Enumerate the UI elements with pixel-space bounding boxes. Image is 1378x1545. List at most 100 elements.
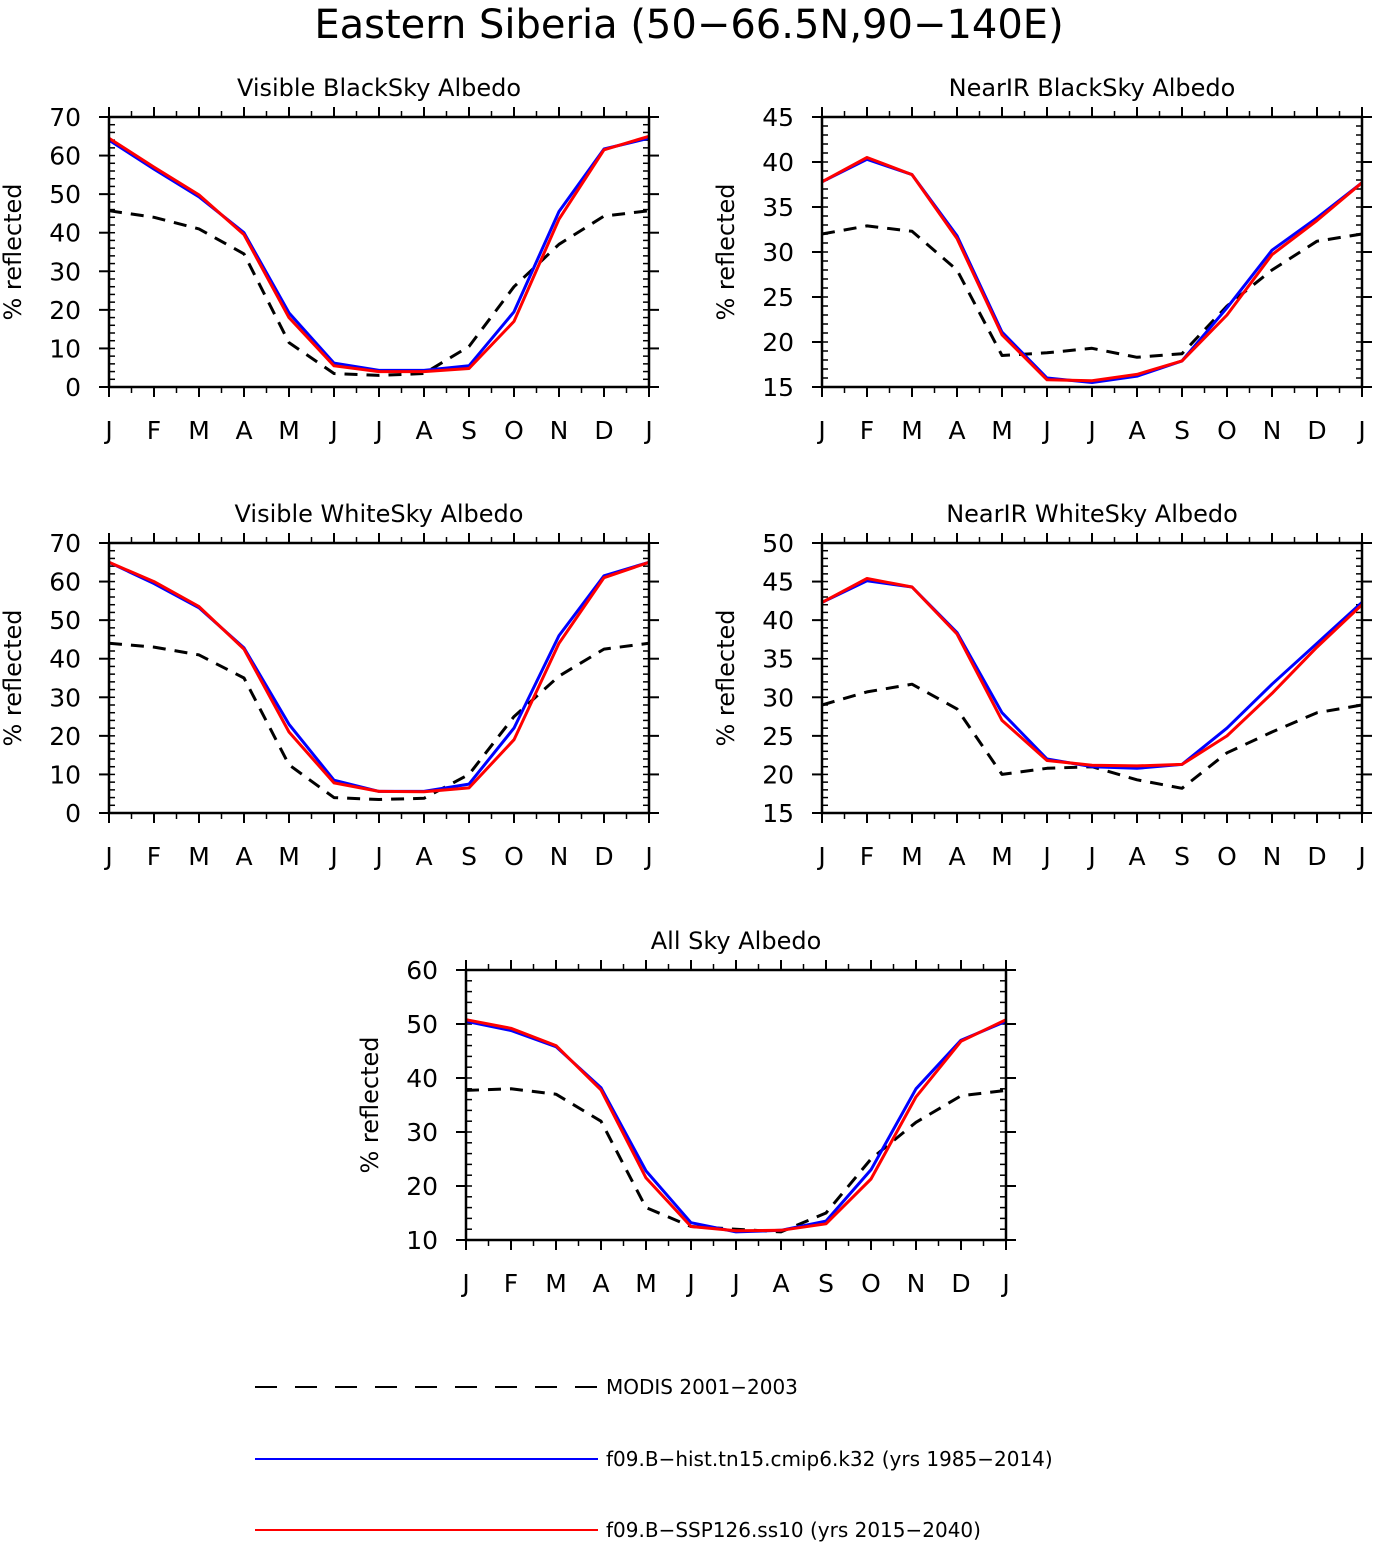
x-tick-label: D <box>951 1269 970 1298</box>
x-tick-label: J <box>685 1269 694 1298</box>
plot-frame <box>820 115 1364 389</box>
x-tick-label: J <box>103 842 112 871</box>
y-tick-label: 0 <box>65 799 81 828</box>
y-tick-label: 20 <box>49 722 81 751</box>
plot-frame <box>107 115 651 389</box>
y-tick-label: 45 <box>762 568 794 597</box>
y-tick-label: 10 <box>49 760 81 789</box>
x-tick-label: A <box>1128 842 1145 871</box>
x-tick-label: J <box>1000 1269 1009 1298</box>
x-tick-label: N <box>1263 416 1282 445</box>
x-tick-label: A <box>235 416 252 445</box>
y-tick-label: 50 <box>762 529 794 558</box>
x-tick-label: A <box>415 416 432 445</box>
y-tick-label: 40 <box>762 606 794 635</box>
x-tick-label: J <box>1086 842 1095 871</box>
y-tick-label: 50 <box>49 180 81 209</box>
x-tick-label: A <box>1128 416 1145 445</box>
y-tick-label: 40 <box>49 219 81 248</box>
series-line-hist <box>821 579 1364 770</box>
y-tick-label: 50 <box>49 606 81 635</box>
y-tick-label: 50 <box>406 1010 438 1039</box>
y-tick-label: 20 <box>49 296 81 325</box>
x-tick-label: S <box>461 416 477 445</box>
x-tick-label: M <box>278 416 300 445</box>
y-tick-label: 70 <box>49 103 81 132</box>
y-axis-label: % reflected <box>0 609 27 746</box>
x-tick-label: O <box>1217 842 1237 871</box>
series-line-modis <box>465 1087 1007 1234</box>
x-tick-label: J <box>1041 842 1050 871</box>
chart-panel: NearIR BlackSky Albedo % reflected 15 20 25 3… <box>712 74 1372 445</box>
legend-label-hist: f09.B−hist.tn15.cmip6.k32 (yrs 1985−2014… <box>606 1447 1053 1471</box>
x-tick-label: A <box>948 416 965 445</box>
chart-panel: NearIR WhiteSky Albedo % reflected 15 20 25 3… <box>712 500 1372 871</box>
legend-label-modis: MODIS 2001−2003 <box>606 1375 798 1399</box>
x-tick-label: M <box>901 842 923 871</box>
y-tick-label: 30 <box>49 257 81 286</box>
series-line-modis <box>108 209 650 377</box>
panel-title: NearIR BlackSky Albedo <box>949 74 1236 102</box>
y-tick-label: 40 <box>406 1064 438 1093</box>
x-tick-label: F <box>860 416 874 445</box>
y-tick-label: 35 <box>762 193 794 222</box>
x-tick-label: A <box>948 842 965 871</box>
legend: MODIS 2001−2003 f09.B−hist.tn15.cmip6.k3… <box>255 1375 1053 1542</box>
x-tick-label: M <box>545 1269 567 1298</box>
x-tick-label: J <box>460 1269 469 1298</box>
y-tick-label: 40 <box>49 645 81 674</box>
x-tick-label: D <box>594 842 613 871</box>
series-line-modis <box>821 224 1363 359</box>
x-tick-label: J <box>328 842 337 871</box>
plot-frame <box>107 541 651 815</box>
plot-frame <box>464 968 1008 1242</box>
y-axis-label: % reflected <box>712 183 740 320</box>
chart-panels: Visible BlackSky Albedo % reflected 0 10 20 3… <box>0 74 1372 1298</box>
x-tick-label: S <box>1174 842 1190 871</box>
x-tick-label: A <box>235 842 252 871</box>
chart-panel: Visible WhiteSky Albedo % reflected 0 10 20 3… <box>0 500 659 871</box>
x-tick-label: J <box>328 416 337 445</box>
series-line-hist <box>465 1019 1007 1234</box>
x-tick-label: S <box>818 1269 834 1298</box>
x-tick-label: F <box>860 842 874 871</box>
x-tick-label: M <box>278 842 300 871</box>
x-tick-label: S <box>1174 416 1190 445</box>
x-tick-label: J <box>373 416 382 445</box>
x-tick-label: M <box>188 416 210 445</box>
figure-title: Eastern Siberia (50−66.5N,90−140E) <box>314 2 1063 48</box>
x-tick-label: N <box>550 416 569 445</box>
x-tick-label: F <box>147 416 161 445</box>
legend-label-ssp: f09.B−SSP126.ss10 (yrs 2015−2040) <box>606 1518 981 1542</box>
y-tick-label: 60 <box>49 568 81 597</box>
y-tick-label: 30 <box>49 683 81 712</box>
y-tick-label: 20 <box>406 1172 438 1201</box>
x-tick-label: M <box>991 416 1013 445</box>
x-tick-label: J <box>1356 416 1365 445</box>
x-tick-label: N <box>550 842 569 871</box>
y-tick-label: 45 <box>762 103 794 132</box>
x-tick-label: J <box>816 842 825 871</box>
y-axis-label: % reflected <box>712 609 740 746</box>
y-tick-label: 30 <box>762 683 794 712</box>
series-line-ssp <box>108 560 650 794</box>
x-tick-label: N <box>1263 842 1282 871</box>
x-tick-label: O <box>504 842 524 871</box>
y-tick-label: 20 <box>762 328 794 357</box>
y-tick-label: 40 <box>762 148 794 177</box>
y-tick-label: 35 <box>762 645 794 674</box>
plot-frame <box>820 541 1364 815</box>
x-tick-label: D <box>1307 416 1326 445</box>
x-tick-label: A <box>592 1269 609 1298</box>
y-tick-label: 70 <box>49 529 81 558</box>
x-tick-label: S <box>461 842 477 871</box>
y-tick-label: 20 <box>762 760 794 789</box>
x-tick-label: O <box>504 416 524 445</box>
series-line-hist <box>108 560 650 793</box>
x-tick-label: J <box>643 842 652 871</box>
y-tick-label: 10 <box>406 1226 438 1255</box>
series-line-modis <box>108 641 650 801</box>
x-tick-label: M <box>188 842 210 871</box>
y-axis-label: % reflected <box>356 1036 384 1173</box>
